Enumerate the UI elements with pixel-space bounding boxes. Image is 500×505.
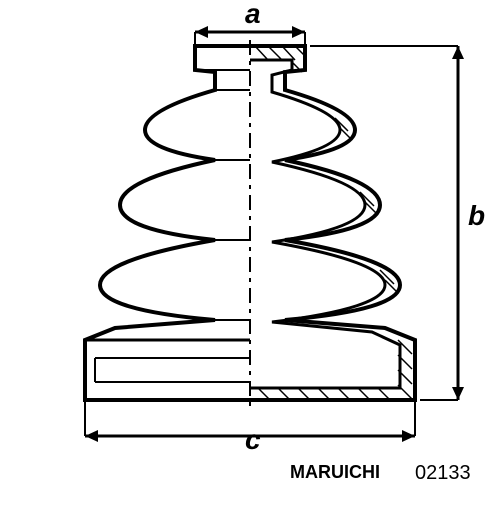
boot-left-exterior: [85, 46, 250, 400]
dim-label-c: c: [245, 424, 261, 456]
part-number: 02133: [415, 462, 471, 485]
brand-name: MARUICHI: [290, 462, 380, 483]
dim-label-a: a: [245, 0, 261, 30]
dimension-b: [310, 46, 464, 400]
dim-label-b: b: [468, 200, 485, 232]
boot-right-section: [250, 46, 415, 400]
technical-diagram: a b c MARUICHI 02133: [0, 0, 500, 500]
